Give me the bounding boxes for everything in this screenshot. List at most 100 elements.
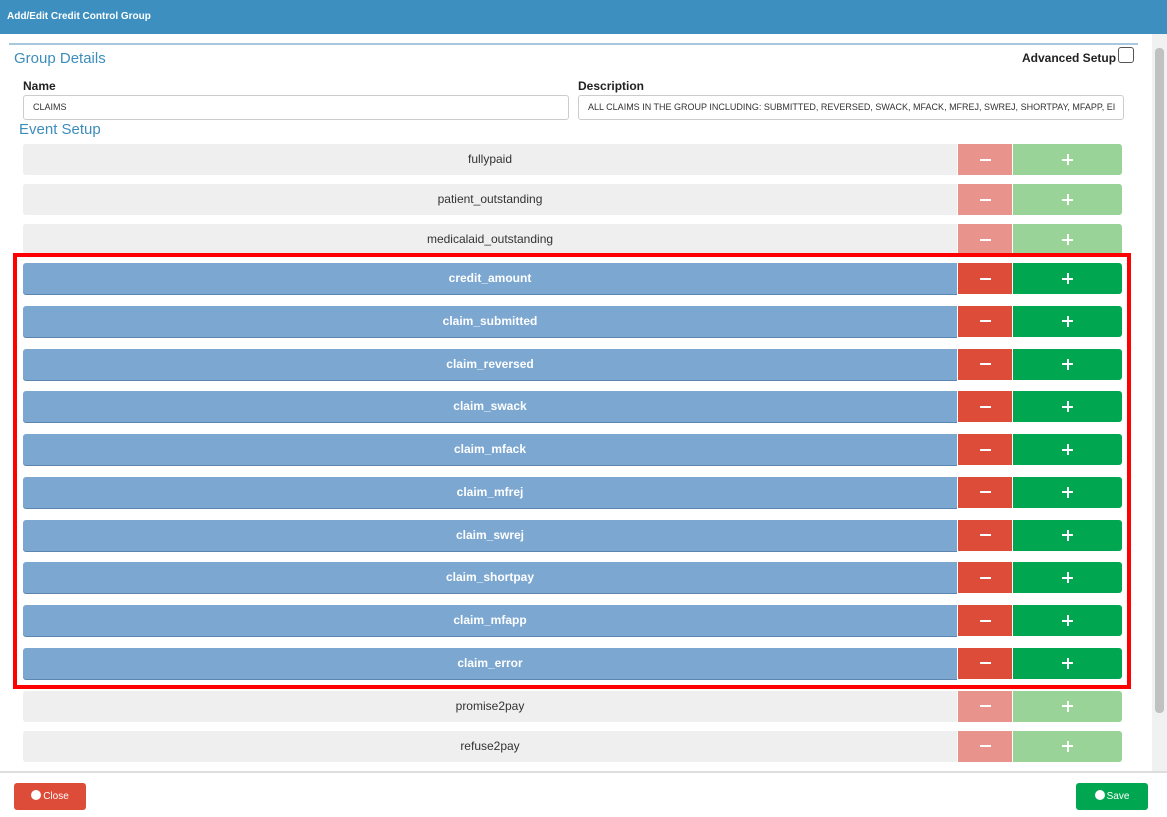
add-button[interactable] <box>1013 690 1122 722</box>
content: Group Details Advanced Setup Name CLAIMS… <box>0 34 1152 771</box>
minus-icon <box>979 491 991 494</box>
add-button[interactable] <box>1013 305 1122 337</box>
add-button[interactable] <box>1013 434 1122 465</box>
event-row: promise2pay <box>23 690 1122 722</box>
plus-icon <box>1066 740 1069 752</box>
event-name: claim_swack <box>23 391 957 423</box>
add-button[interactable] <box>1013 144 1122 175</box>
remove-button[interactable] <box>958 391 1012 423</box>
section-title: Group Details <box>14 50 106 67</box>
event-name <box>23 770 957 771</box>
plus-icon <box>1066 657 1069 669</box>
remove-button[interactable] <box>958 305 1012 337</box>
highlight-box <box>13 253 1131 689</box>
add-button[interactable] <box>1013 184 1122 215</box>
plus-icon <box>1066 315 1069 327</box>
minus-icon <box>979 576 991 579</box>
remove-button[interactable] <box>958 184 1012 215</box>
description-input[interactable]: ALL CLAIMS IN THE GROUP INCLUDING: SUBMI… <box>578 95 1124 120</box>
field-label: Name <box>23 79 56 93</box>
minus-icon <box>979 320 991 323</box>
event-row: claim_shortpay <box>23 562 1122 594</box>
event-name: claim_swrej <box>23 519 957 551</box>
event-row: claim_mfapp <box>23 605 1122 636</box>
remove-button[interactable] <box>958 770 1012 771</box>
remove-button[interactable] <box>958 605 1012 636</box>
field-label: Description <box>578 79 645 93</box>
add-button[interactable] <box>1013 519 1122 551</box>
dialog-title: Add/Edit Credit Control Group <box>7 11 151 22</box>
minus-icon <box>979 277 991 280</box>
plus-icon <box>1066 401 1069 413</box>
event-row: claim_swack <box>23 391 1122 423</box>
plus-icon <box>1066 234 1069 245</box>
event-row: refuse2pay <box>23 730 1122 762</box>
advanced-setup-checkbox[interactable] <box>1118 47 1134 63</box>
save-icon <box>1094 790 1105 800</box>
minus-icon <box>979 705 991 707</box>
event-row: patient_outstanding <box>23 184 1122 215</box>
event-row: claim_error <box>23 647 1122 679</box>
header: Add/Edit Credit Control Group <box>0 0 1167 34</box>
add-button[interactable] <box>1013 770 1122 771</box>
event-row: fullypaid <box>23 144 1122 175</box>
event-row: credit_amount <box>23 263 1122 294</box>
panel-border <box>9 43 1138 45</box>
add-button[interactable] <box>1013 224 1122 255</box>
add-button[interactable] <box>1013 348 1122 380</box>
remove-button[interactable] <box>958 434 1012 465</box>
minus-icon <box>979 363 991 365</box>
add-button[interactable] <box>1013 562 1122 594</box>
add-button[interactable] <box>1013 476 1122 508</box>
plus-icon <box>1066 273 1069 284</box>
event-row: claim_swrej <box>23 519 1122 551</box>
remove-button[interactable] <box>958 263 1012 294</box>
save-button[interactable]: Save <box>1076 783 1148 810</box>
button-label: Save <box>1106 791 1130 802</box>
scrollbar-thumb[interactable] <box>1155 48 1164 713</box>
event-name: refuse2pay <box>23 730 957 762</box>
minus-icon <box>979 619 991 622</box>
plus-icon <box>1066 572 1069 584</box>
event-name: medicalaid_outstanding <box>23 224 957 255</box>
event-name: claim_mfack <box>23 434 957 465</box>
remove-button[interactable] <box>958 562 1012 594</box>
remove-button[interactable] <box>958 730 1012 762</box>
minus-icon <box>979 405 991 408</box>
remove-button[interactable] <box>958 647 1012 679</box>
section-title: Event Setup <box>19 121 101 138</box>
remove-button[interactable] <box>958 224 1012 255</box>
event-row: claim_mfack <box>23 434 1122 465</box>
remove-button[interactable] <box>958 144 1012 175</box>
event-name: fullypaid <box>23 144 957 175</box>
event-row: medicalaid_outstanding <box>23 224 1122 255</box>
name-input[interactable]: CLAIMS <box>23 95 569 120</box>
remove-button[interactable] <box>958 348 1012 380</box>
event-name: claim_mfrej <box>23 476 957 508</box>
add-button[interactable] <box>1013 605 1122 636</box>
event-name: credit_amount <box>23 263 957 294</box>
event-name: claim_reversed <box>23 348 957 380</box>
event-name: promise2pay <box>23 690 957 722</box>
plus-icon <box>1066 486 1069 498</box>
footer <box>0 771 1167 817</box>
event-name: claim_shortpay <box>23 562 957 594</box>
event-name: claim_submitted <box>23 305 957 337</box>
plus-icon <box>1066 700 1069 712</box>
add-button[interactable] <box>1013 391 1122 423</box>
remove-button[interactable] <box>958 476 1012 508</box>
add-button[interactable] <box>1013 263 1122 294</box>
add-button[interactable] <box>1013 730 1122 762</box>
button-label: Close <box>43 791 69 802</box>
minus-icon <box>979 158 991 161</box>
minus-icon <box>979 745 991 747</box>
minus-icon <box>979 534 991 536</box>
close-button[interactable]: Close <box>14 783 86 810</box>
minus-icon <box>979 448 991 451</box>
plus-icon <box>1066 358 1069 370</box>
add-button[interactable] <box>1013 647 1122 679</box>
remove-button[interactable] <box>958 690 1012 722</box>
plus-icon <box>1066 529 1069 541</box>
remove-button[interactable] <box>958 519 1012 551</box>
